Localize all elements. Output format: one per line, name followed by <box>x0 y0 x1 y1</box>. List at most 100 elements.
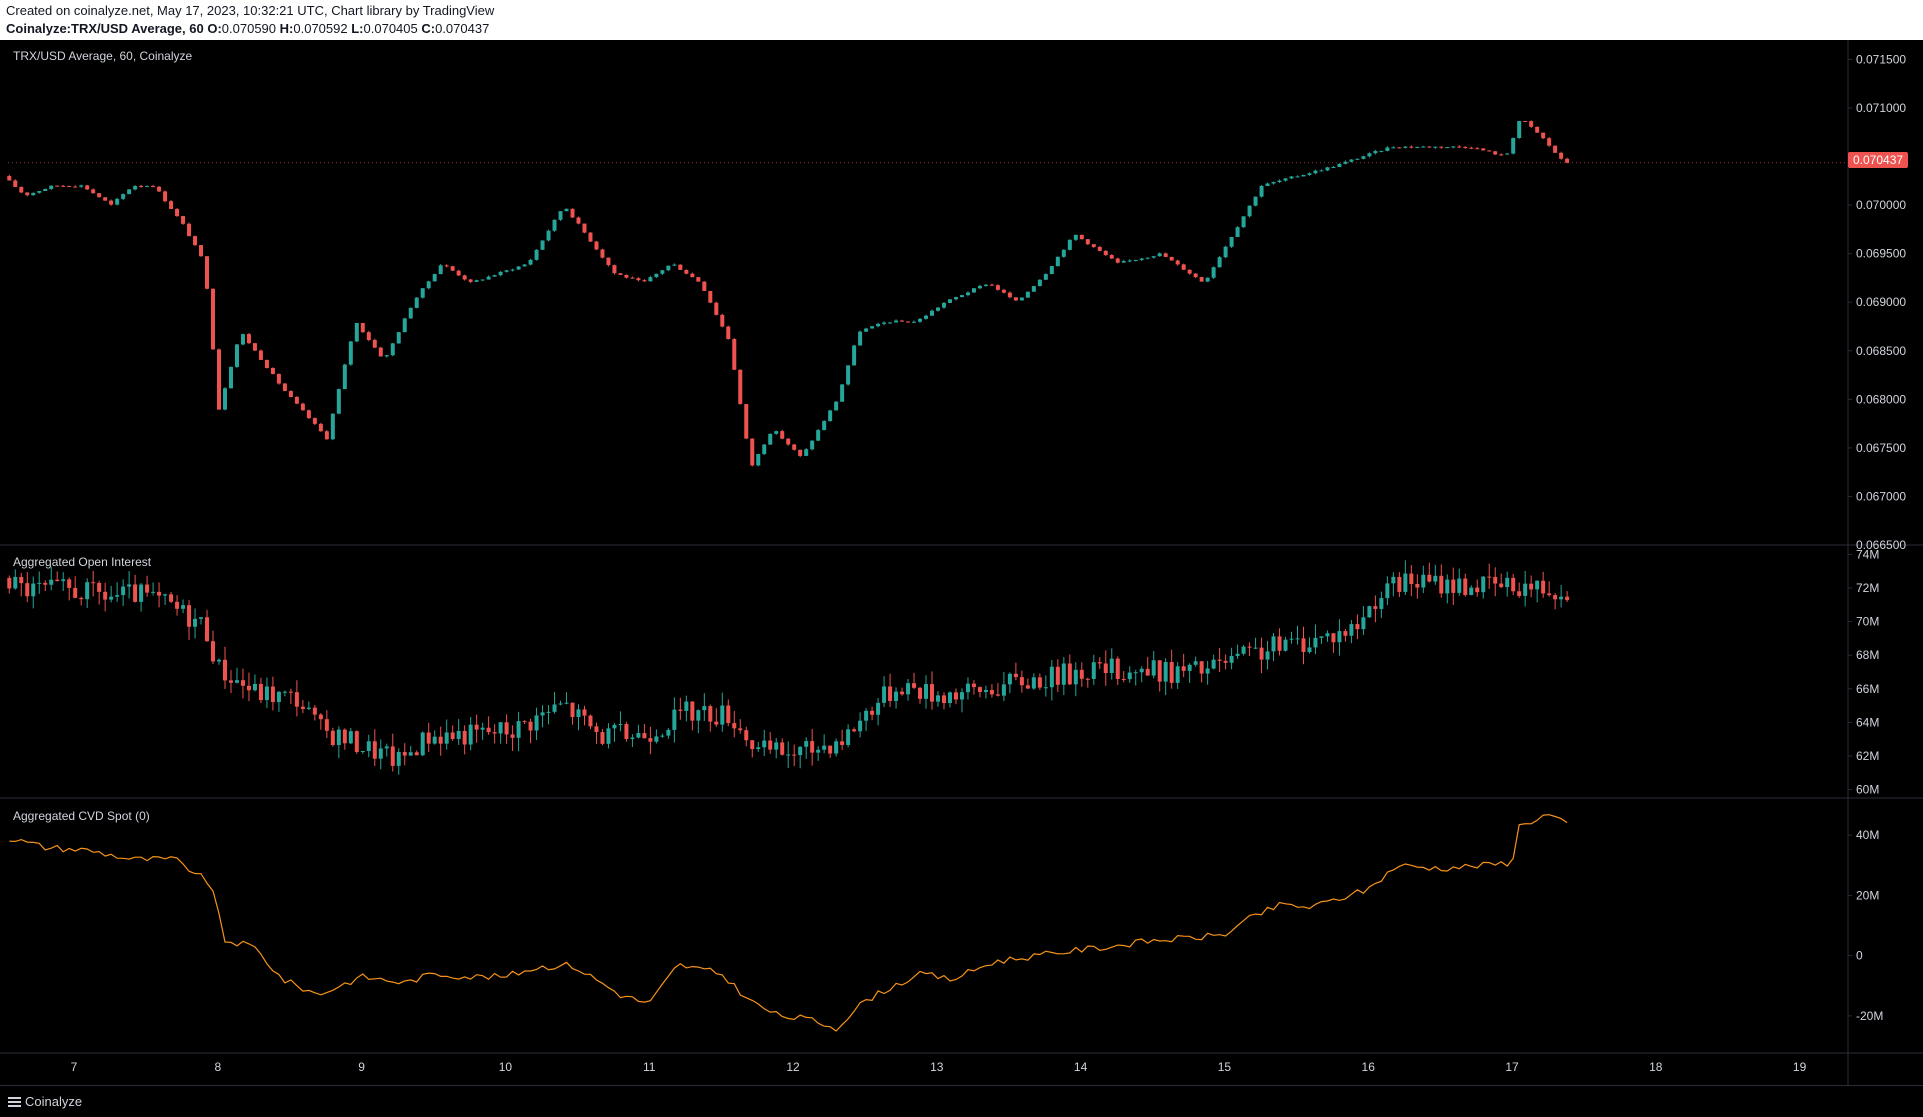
candle-body <box>1463 146 1468 148</box>
candle-body <box>1523 121 1528 123</box>
y-tick-label: 74M <box>1856 547 1879 561</box>
y-tick-label: 0.070000 <box>1856 198 1906 212</box>
candle-body <box>528 721 533 731</box>
candle-body <box>804 449 809 456</box>
candle-body <box>73 186 78 188</box>
menu-icon[interactable] <box>8 1095 21 1109</box>
cvd-pane-title: Aggregated CVD Spot (0) <box>13 809 150 823</box>
candle-body <box>1367 606 1372 618</box>
brand-logo[interactable]: Coinalyze <box>8 1094 82 1109</box>
candle-body <box>402 752 407 756</box>
close-value: 0.070437 <box>435 21 490 36</box>
candle-body <box>918 687 923 699</box>
candle-body <box>714 302 719 315</box>
candle-body <box>564 702 569 704</box>
candle-body <box>1163 253 1168 257</box>
y-tick-label: 0.067500 <box>1856 441 1906 455</box>
candle-body <box>372 741 377 759</box>
candle-body <box>1547 593 1552 596</box>
x-tick-label: 16 <box>1362 1060 1376 1074</box>
candle-body <box>61 579 66 582</box>
candle-body <box>510 734 515 738</box>
candle-body <box>1187 269 1192 274</box>
candle-body <box>1223 246 1228 258</box>
candle-body <box>330 413 335 440</box>
candle-body <box>780 431 785 439</box>
candle-body <box>816 749 821 753</box>
candle-body <box>270 368 275 374</box>
candle-body <box>91 189 96 194</box>
candle-body <box>264 686 269 701</box>
candle-body <box>1361 156 1366 159</box>
candle-body <box>1421 574 1426 588</box>
candle-body <box>1079 669 1084 679</box>
candle-body <box>654 736 659 742</box>
candle-body <box>378 748 383 759</box>
candle-body <box>390 343 395 356</box>
candle-body <box>384 355 389 357</box>
candle-body <box>965 683 970 693</box>
candle-body <box>1373 151 1378 154</box>
candle-body <box>660 735 665 737</box>
candle-body <box>744 730 749 741</box>
candle-body <box>1385 583 1390 599</box>
candle-body <box>456 730 461 739</box>
candle-body <box>211 288 216 350</box>
candle-body <box>450 266 455 271</box>
y-tick-label: 68M <box>1856 648 1879 662</box>
candle-body <box>1439 146 1444 148</box>
candle-body <box>91 582 96 584</box>
candle-body <box>600 249 605 258</box>
candle-body <box>1073 234 1078 240</box>
candle-body <box>1151 660 1156 676</box>
y-tick-label: 0.068500 <box>1856 344 1906 358</box>
candle-body <box>342 729 347 744</box>
candle-body <box>121 586 126 596</box>
candle-body <box>121 194 126 199</box>
candle-body <box>408 307 413 319</box>
candle-body <box>252 343 257 351</box>
candle-body <box>1055 256 1060 267</box>
candle-body <box>222 388 227 410</box>
candle-body <box>336 729 341 745</box>
candle-body <box>1277 180 1282 183</box>
candle-body <box>534 715 539 731</box>
candle-body <box>1121 261 1126 263</box>
candle-body <box>1211 267 1216 278</box>
candle-body <box>79 185 84 187</box>
candle-body <box>774 431 779 434</box>
candle-body <box>882 686 887 703</box>
candle-body <box>900 320 905 322</box>
candle-body <box>1031 677 1036 689</box>
candle-body <box>480 279 485 281</box>
candle-body <box>1157 253 1162 257</box>
candle-body <box>7 577 12 589</box>
candle-body <box>85 582 90 600</box>
candle-body <box>684 269 689 274</box>
candle-body <box>474 280 479 282</box>
candle-body <box>1067 239 1072 250</box>
candle-body <box>1241 216 1246 228</box>
candle-body <box>1535 126 1540 133</box>
chart-area[interactable]: 7 8 9 10 11 12 13 14 15 16 17 18 19 0.071500 0.071000 0… <box>0 40 1923 1085</box>
last-price-tag: 0.070437 <box>1848 152 1909 168</box>
x-tick-label: 11 <box>643 1060 656 1074</box>
candle-body <box>594 241 599 250</box>
candle-body <box>989 690 994 695</box>
candle-body <box>965 292 970 296</box>
candle-body <box>127 189 132 195</box>
candle-body <box>792 754 797 756</box>
candle-body <box>828 410 833 422</box>
high-value: 0.070592 <box>293 21 348 36</box>
candle-body <box>1205 277 1210 282</box>
candle-body <box>1019 677 1024 686</box>
candle-body <box>1265 183 1270 186</box>
candle-body <box>1487 576 1492 578</box>
candle-body <box>402 318 407 333</box>
candle-body <box>211 641 216 662</box>
candle-body <box>462 730 467 745</box>
candle-body <box>360 751 365 753</box>
y-tick-label: 62M <box>1856 749 1879 763</box>
candle-body <box>780 742 785 755</box>
candle-body <box>468 724 473 745</box>
